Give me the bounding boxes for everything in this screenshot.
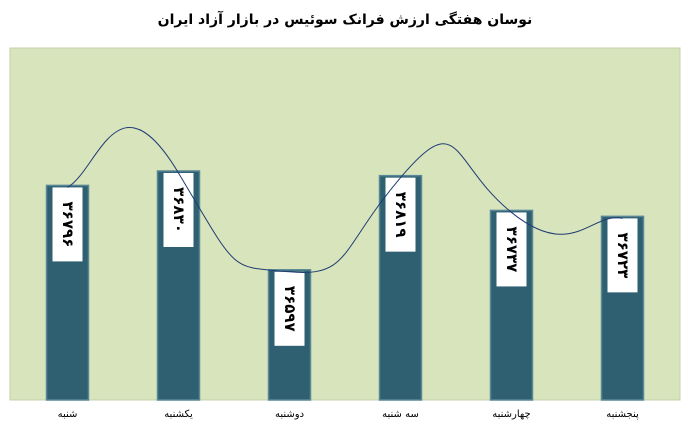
value-label-box — [607, 218, 638, 293]
x-tick-label: یکشنبه — [164, 409, 193, 420]
value-label: ۳۶۷۹۶ — [59, 202, 77, 248]
value-label-box — [496, 212, 527, 287]
chart-title: نوسان هفتگی ارزش فرانک سوئیس در بازار آز… — [158, 10, 533, 28]
value-label-box — [52, 187, 83, 262]
value-label: ۳۶۸۳۰ — [170, 187, 188, 233]
x-tick-label: شنبه — [58, 409, 78, 420]
value-label: ۳۶۸۱۹ — [392, 192, 410, 238]
x-tick-label: دوشنبه — [275, 409, 304, 420]
value-label-box — [163, 172, 194, 247]
trend-line — [67, 127, 623, 273]
x-tick-label: پنجشنبه — [606, 409, 639, 420]
value-label: ۳۶۵۹۷ — [281, 286, 299, 332]
x-tick-label: سه شنبه — [382, 409, 419, 420]
value-label: ۳۶۷۲۳ — [614, 232, 632, 278]
plot-area — [9, 47, 681, 401]
x-tick-label: چهارشنبه — [492, 409, 530, 420]
value-label: ۳۶۷۳۷ — [503, 227, 521, 273]
value-label-box — [274, 271, 305, 346]
